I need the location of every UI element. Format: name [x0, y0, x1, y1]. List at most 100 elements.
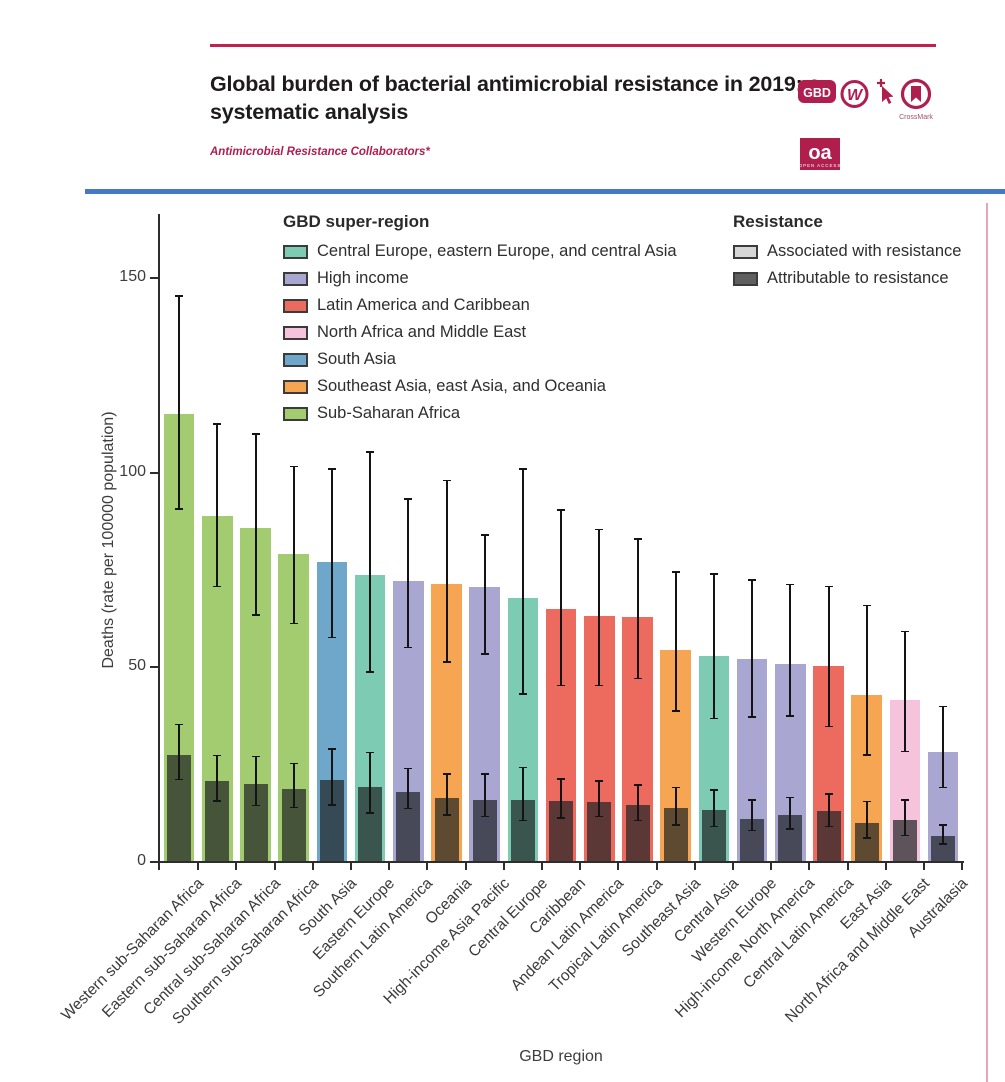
error-bar-associated-cap-bottom [939, 786, 948, 789]
legend-item: Sub-Saharan Africa [283, 400, 677, 427]
x-tick [235, 863, 238, 870]
error-bar-attributable [216, 754, 219, 802]
y-tick [150, 471, 158, 474]
error-bar-associated-cap-top [327, 468, 336, 470]
gbd-badge-icon: GBD [798, 78, 836, 109]
error-bar-attributable-cap-bottom [557, 817, 566, 819]
error-bar-associated [521, 468, 524, 695]
y-tick [150, 277, 158, 279]
error-bar-associated-cap-bottom [748, 716, 757, 718]
error-bar-associated-cap-bottom [900, 750, 909, 753]
error-bar-associated-cap-top [366, 451, 375, 453]
error-bar-attributable-cap-bottom [480, 815, 489, 818]
legend-super-region: GBD super-region Central Europe, eastern… [283, 212, 677, 427]
error-bar-associated-cap-top [251, 433, 260, 435]
error-bar-attributable-cap-top [862, 800, 871, 803]
y-tick [150, 861, 158, 863]
article-title: Global burden of bacterial antimicrobial… [210, 72, 821, 124]
error-bar-associated-cap-top [557, 509, 566, 512]
error-bar-associated [751, 579, 754, 718]
error-bar-attributable-cap-top [748, 799, 757, 802]
error-bar-attributable-cap-top [633, 783, 642, 786]
error-bar-attributable-cap-bottom [633, 819, 642, 822]
error-bar-associated-cap-bottom [786, 715, 795, 717]
error-bar-attributable [827, 793, 830, 827]
svg-text:oa: oa [808, 142, 832, 164]
error-bar-attributable [292, 762, 295, 808]
x-tick [273, 863, 276, 870]
error-bar-associated-cap-top [404, 498, 413, 500]
legend-item: Central Europe, eastern Europe, and cent… [283, 238, 677, 265]
error-bar-associated-cap-bottom [251, 613, 260, 616]
error-bar-attributable [445, 773, 448, 816]
error-bar-associated-cap-top [213, 423, 222, 425]
error-bar-attributable-cap-bottom [671, 824, 680, 826]
error-bar-associated [369, 451, 372, 673]
x-tick [388, 863, 391, 870]
error-bar-associated-cap-bottom [213, 585, 222, 588]
x-tick [770, 863, 773, 870]
error-bar-attributable-cap-bottom [251, 804, 260, 807]
y-tick-label: 0 [137, 852, 146, 869]
error-bar-associated [789, 583, 792, 717]
error-bar-attributable [254, 755, 257, 806]
error-bar-attributable [636, 783, 639, 821]
error-bar-attributable-cap-bottom [824, 825, 833, 828]
error-bar-attributable-cap-top [595, 780, 604, 782]
x-tick [350, 863, 352, 870]
error-bar-attributable-cap-bottom [404, 807, 413, 810]
error-bar-attributable-cap-bottom [595, 815, 604, 818]
error-bar-attributable [674, 786, 677, 826]
error-bar-associated-cap-bottom [518, 693, 527, 695]
error-bar-associated [292, 465, 295, 624]
error-bar-associated-cap-bottom [175, 508, 184, 510]
error-bar-associated [942, 705, 945, 788]
error-bar-attributable [751, 799, 754, 831]
error-bar-associated [827, 585, 830, 727]
error-bar-attributable-cap-bottom [327, 803, 336, 806]
legend-label: North Africa and Middle East [317, 323, 527, 341]
error-bar-associated-cap-top [480, 533, 489, 536]
error-bar-attributable-cap-bottom [175, 778, 184, 781]
legend-resistance-title: Resistance [733, 212, 823, 231]
x-axis-line [158, 861, 965, 863]
error-bar-attributable-cap-bottom [518, 819, 527, 822]
error-bar-attributable-cap-bottom [748, 829, 757, 832]
x-tick [311, 863, 314, 870]
svg-text:GBD: GBD [803, 86, 831, 100]
x-tick [541, 863, 543, 870]
title-rule [210, 44, 936, 47]
page-right-border [986, 203, 988, 1082]
x-tick [808, 863, 811, 870]
y-tick-label: 50 [128, 657, 146, 675]
error-bar-associated-cap-top [900, 630, 909, 633]
error-bar-associated [445, 479, 448, 663]
error-bar-attributable-cap-top [671, 786, 680, 789]
error-bar-associated [560, 509, 563, 686]
error-bar-associated [712, 573, 715, 719]
legend-label: Southeast Asia, east Asia, and Oceania [317, 377, 606, 395]
legend-item: High income [283, 265, 677, 292]
legend-swatch [733, 244, 758, 259]
error-bar-associated-cap-bottom [709, 717, 718, 720]
legend-swatch [283, 325, 308, 340]
error-bar-associated [330, 468, 333, 638]
x-tick [464, 863, 467, 870]
error-bar-associated [407, 498, 410, 648]
error-bar-attributable-cap-top [175, 723, 184, 726]
legend-label: Sub-Saharan Africa [317, 404, 461, 422]
x-tick [923, 863, 925, 870]
svg-text:OPEN ACCESS: OPEN ACCESS [800, 163, 840, 168]
legend-label: Associated with resistance [767, 242, 962, 260]
error-bar-attributable [598, 780, 601, 817]
legend-label: Attributable to resistance [767, 269, 949, 287]
legend-swatch [283, 298, 308, 313]
error-bar-associated [598, 528, 601, 686]
error-bar-attributable [865, 800, 868, 839]
error-bar-associated-cap-bottom [671, 710, 680, 712]
y-tick-label: 100 [119, 462, 146, 480]
error-bar-associated-cap-bottom [557, 684, 566, 687]
error-bar-attributable [789, 796, 792, 830]
error-bar-attributable-cap-top [824, 793, 833, 795]
x-tick [693, 863, 696, 870]
